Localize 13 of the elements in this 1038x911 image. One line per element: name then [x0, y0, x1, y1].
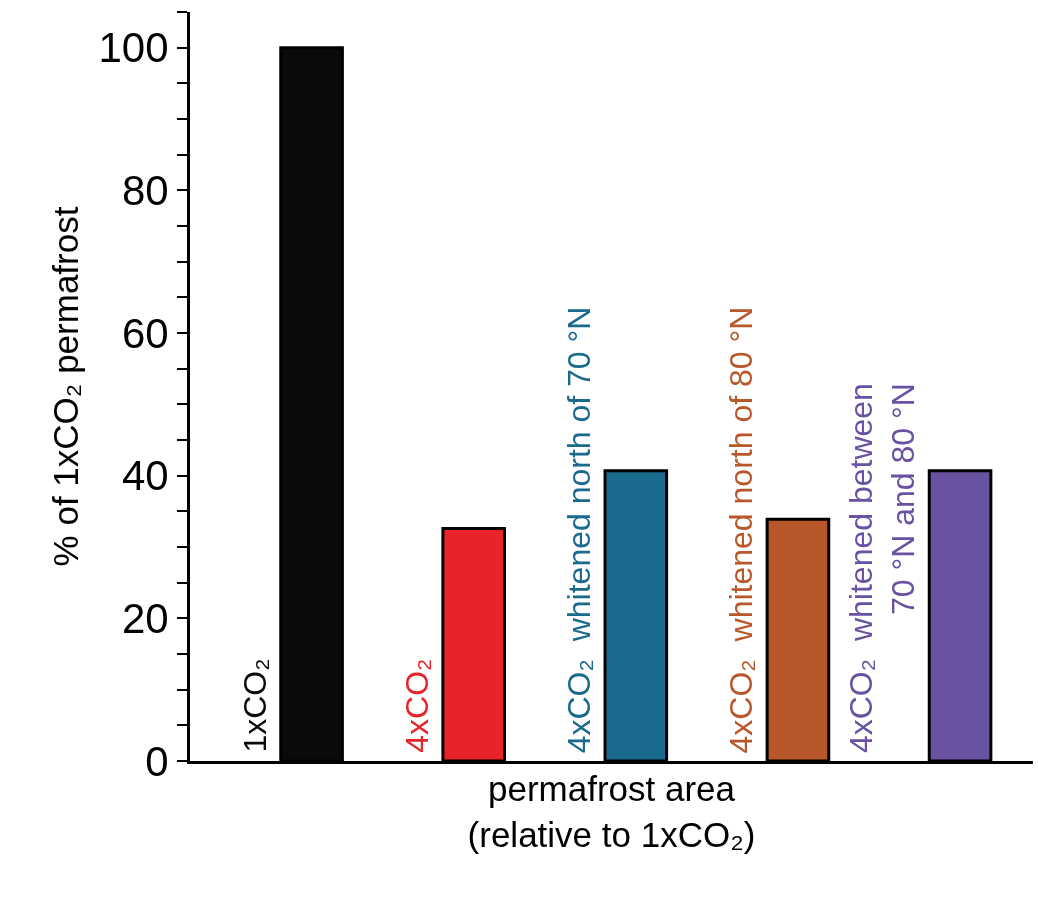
x-tick-label: 4xCO₂ whitened north of 70 °N: [561, 306, 598, 754]
y-tick-label: 80: [121, 167, 169, 215]
y-tick-label: 60: [121, 309, 169, 357]
y-tick-label: 0: [145, 737, 169, 785]
y-axis-title: % of 1xCO₂ permafrost: [45, 206, 85, 567]
y-tick-label: 20: [121, 595, 169, 643]
x-axis-title: permafrost area (relative to 1xCO₂): [467, 769, 756, 854]
y-tick-label: 40: [121, 452, 169, 500]
x-tick-label: 4xCO₂ whitened north of 80 °N: [723, 306, 760, 754]
x-tick-label: 4xCO₂ whitened between 70 °N and 80 °N: [843, 383, 921, 754]
y-tick-label: 100: [98, 24, 169, 72]
x-tick-label: 4xCO₂: [398, 658, 435, 753]
x-tick-label: 1xCO₂: [236, 658, 273, 753]
